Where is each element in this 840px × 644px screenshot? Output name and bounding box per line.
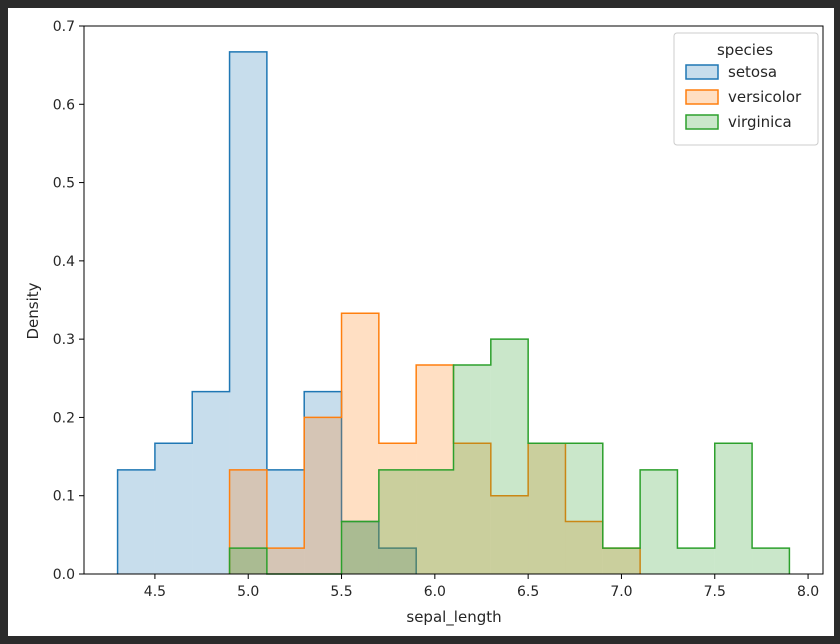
bar-versicolor-11	[528, 443, 566, 574]
y-tick-label: 0.5	[53, 176, 75, 192]
bar-virginica-8	[416, 469, 454, 574]
bar-versicolor-4	[266, 548, 305, 574]
bar-virginica-13	[602, 548, 641, 574]
bar-versicolor-10	[490, 495, 529, 574]
x-tick-label: 5.5	[330, 584, 352, 600]
legend-swatch-setosa	[685, 64, 719, 80]
x-axis-label: sepal_length	[406, 608, 501, 627]
y-tick-label: 0.6	[53, 97, 75, 113]
bar-versicolor-5	[304, 417, 342, 574]
legend-swatch-versicolor	[685, 89, 719, 105]
x-tick-label: 4.5	[144, 584, 166, 600]
bar-setosa-4	[266, 469, 305, 574]
bar-virginica-12	[565, 443, 603, 574]
legend-title: species	[717, 41, 773, 59]
plot-frame	[83, 25, 824, 575]
bar-virginica-15	[677, 548, 715, 574]
y-axis-label: Density	[24, 282, 42, 339]
bar-virginica-6	[341, 521, 379, 574]
bar-virginica-14	[640, 469, 678, 574]
bars-layer	[116, 51, 791, 575]
legend-label-setosa: setosa	[728, 63, 777, 81]
bar-virginica-7	[378, 469, 417, 574]
bar-versicolor-3	[229, 469, 267, 574]
series-setosa	[116, 51, 417, 574]
bar-versicolor-12	[565, 521, 603, 574]
bar-virginica-3	[229, 548, 267, 574]
bar-versicolor-9	[453, 443, 491, 574]
x-tick-label: 6.5	[517, 584, 539, 600]
series-virginica	[228, 338, 791, 575]
y-tick-label: 0.1	[53, 489, 75, 505]
bar-versicolor-13	[602, 548, 641, 574]
x-tick-label: 5.0	[237, 584, 259, 600]
bar-virginica-16	[714, 443, 753, 574]
bar-virginica-11	[528, 443, 566, 574]
legend-entries: setosa versicolor virginica	[685, 63, 802, 131]
legend: species setosa versicolor virginica	[673, 32, 819, 146]
bar-virginica-9	[453, 364, 491, 574]
bar-setosa-3	[229, 51, 267, 574]
axes-layer: 4.5 5.0 5.5 6.0 6.5 7.0 7.5 8.0 0.0 0.1 0.2 0.3 0.4 0…	[53, 19, 824, 600]
chart-figure: 4.5 5.0 5.5 6.0 6.5 7.0 7.5 8.0 0.0 0.1 0.2 0.3 0.4 0…	[8, 8, 834, 636]
bar-versicolor-6	[341, 313, 379, 574]
y-tick-label: 0.3	[53, 332, 75, 348]
bar-setosa-1	[154, 443, 193, 574]
x-tick-label: 7.5	[704, 584, 726, 600]
x-tick-label: 6.0	[424, 584, 446, 600]
bar-setosa-7	[378, 548, 417, 574]
x-tick-label: 8.0	[797, 584, 819, 600]
legend-label-virginica: virginica	[728, 113, 792, 131]
legend-box	[673, 32, 819, 146]
y-tick-label: 0.0	[53, 567, 75, 583]
y-tick-label: 0.7	[53, 19, 75, 35]
bar-virginica-17	[752, 548, 790, 574]
bar-versicolor-7	[378, 443, 417, 574]
outline-setosa	[116, 51, 417, 574]
y-tick-label: 0.4	[53, 254, 75, 270]
series-versicolor	[228, 312, 641, 574]
y-tick-label: 0.2	[53, 410, 75, 426]
bar-setosa-2	[192, 391, 230, 574]
bar-setosa-6	[341, 521, 379, 574]
bar-virginica-10	[490, 339, 529, 574]
legend-label-versicolor: versicolor	[728, 88, 802, 106]
legend-swatch-virginica	[685, 114, 719, 130]
histogram-chart: 4.5 5.0 5.5 6.0 6.5 7.0 7.5 8.0 0.0 0.1 0.2 0.3 0.4 0…	[24, 19, 824, 627]
bar-setosa-5	[304, 391, 342, 574]
outline-versicolor	[228, 312, 641, 574]
bar-setosa-0	[117, 469, 155, 574]
x-tick-label: 7.0	[610, 584, 632, 600]
